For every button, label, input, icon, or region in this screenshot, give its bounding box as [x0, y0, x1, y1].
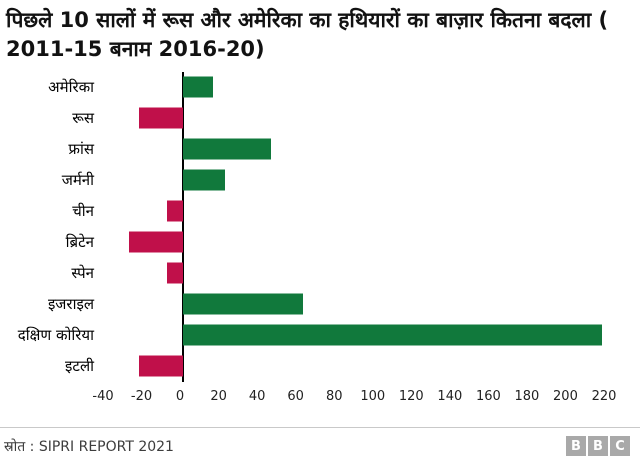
bar-track — [103, 257, 622, 289]
category-label: स्पेन — [71, 264, 94, 283]
bbc-logo-letter: B — [588, 436, 608, 456]
bar-track — [103, 102, 622, 134]
chart-row: इजराइल — [0, 288, 622, 320]
bar-track — [103, 71, 622, 103]
source-text: स्रोत : SIPRI REPORT 2021 — [4, 438, 174, 455]
bar — [128, 231, 183, 253]
x-axis-tick-label: 20 — [210, 388, 227, 404]
x-axis-tick-label: 60 — [287, 388, 304, 404]
zero-axis-line — [181, 257, 184, 289]
category-label: जर्मनी — [61, 171, 94, 190]
bar — [138, 355, 183, 377]
x-axis-tick-label: 120 — [398, 388, 424, 404]
zero-axis-line — [181, 102, 184, 134]
x-axis-tick-label: 180 — [514, 388, 540, 404]
axis-tick-track: -40 -20 0 20 40 60 80 100 120 140 160 180 200 220 — [92, 387, 616, 409]
x-axis-tick-label: 160 — [475, 388, 501, 404]
x-axis-tick-label: 200 — [553, 388, 578, 404]
category-label: इटली — [65, 357, 94, 376]
axis-spacer — [0, 387, 103, 409]
bar-track — [103, 288, 622, 320]
x-axis-tick-label: 140 — [437, 388, 463, 404]
bbc-logo-letter: C — [610, 436, 630, 456]
bar — [166, 262, 183, 284]
zero-axis-line — [181, 350, 184, 382]
chart-row: जर्मनी — [0, 164, 622, 196]
x-axis-tick-label: -40 — [92, 388, 114, 404]
category-label: ब्रिटेन — [65, 233, 94, 252]
bbc-logo-letter: B — [566, 436, 586, 456]
x-axis-tick-label: 80 — [325, 388, 343, 404]
chart-row: चीन — [0, 195, 622, 227]
bar-track — [103, 226, 622, 258]
bar — [182, 169, 225, 191]
bar — [182, 293, 303, 315]
bar-track — [103, 164, 622, 196]
zero-axis-line — [181, 195, 184, 227]
x-axis-tick-label: 220 — [591, 388, 617, 404]
chart-row: दक्षिण कोरिया — [0, 319, 622, 351]
x-axis-tick-label: 100 — [360, 388, 386, 404]
category-label: अमेरिका — [48, 78, 94, 97]
chart-rows: अमेरिका रूस फ्रांस जर्मनी चीन ब्रिटेन स्पेन इजर… — [0, 71, 622, 382]
bar — [182, 138, 271, 160]
category-label: रूस — [72, 109, 94, 128]
x-axis-tick-label: -20 — [130, 388, 153, 404]
category-label: फ्रांस — [68, 140, 94, 159]
category-label: इजराइल — [47, 295, 94, 314]
x-axis: -40 -20 0 20 40 60 80 100 120 140 160 180 200 220 — [0, 387, 622, 409]
bar — [182, 324, 603, 346]
category-label: चीन — [72, 202, 94, 221]
bar-track — [103, 133, 622, 165]
category-label: दक्षिण कोरिया — [17, 326, 94, 345]
zero-axis-line — [181, 226, 184, 258]
x-axis-tick-label: 40 — [248, 388, 266, 404]
x-axis-tick-label: 0 — [175, 388, 185, 404]
bar-track — [103, 319, 622, 351]
chart-row: इटली — [0, 350, 622, 382]
chart-row: फ्रांस — [0, 133, 622, 165]
bar — [182, 76, 213, 98]
bar-track — [103, 350, 622, 382]
chart-row: रूस — [0, 102, 622, 134]
bar-track — [103, 195, 622, 227]
chart-row: स्पेन — [0, 257, 622, 289]
bar — [166, 200, 183, 222]
chart-title: पिछले 10 सालों में रूस और अमेरिका का हथि… — [6, 8, 609, 61]
chart-row: ब्रिटेन — [0, 226, 622, 258]
bar-chart: अमेरिका रूस फ्रांस जर्मनी चीन ब्रिटेन स्पेन इजर… — [0, 71, 640, 409]
chart-row: अमेरिका — [0, 71, 622, 103]
bar — [138, 107, 183, 129]
